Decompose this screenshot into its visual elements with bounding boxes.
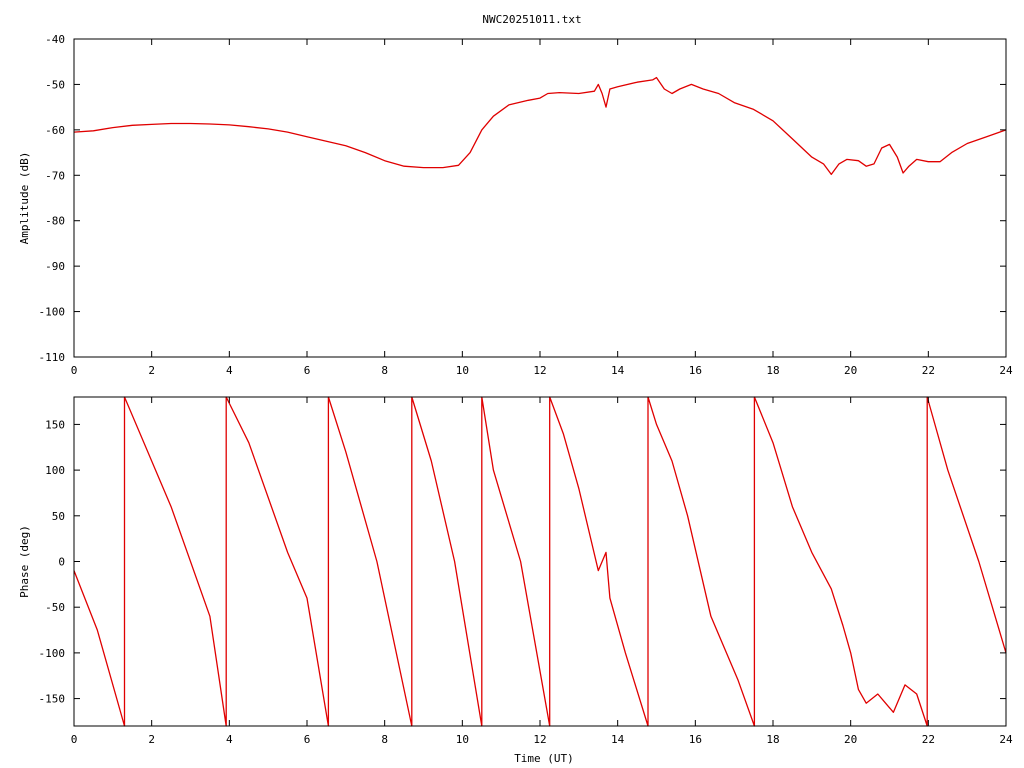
phase-y-tick-label: -150 (39, 693, 66, 706)
amplitude-y-tick-label: -80 (45, 215, 65, 228)
amplitude-x-tick-label: 24 (999, 364, 1013, 377)
amplitude-y-tick-label: -90 (45, 260, 65, 273)
amplitude-y-axis-title: Amplitude (dB) (18, 152, 31, 245)
phase-y-tick-label: 0 (58, 556, 65, 569)
phase-x-tick-label: 6 (304, 733, 311, 746)
amplitude-x-tick-label: 18 (766, 364, 779, 377)
chart-title: NWC20251011.txt (482, 13, 581, 26)
phase-y-tick-label: 150 (45, 418, 65, 431)
amplitude-y-tick-label: -60 (45, 124, 65, 137)
phase-x-tick-label: 0 (71, 733, 78, 746)
amplitude-x-tick-label: 0 (71, 364, 78, 377)
phase-y-tick-label: 100 (45, 464, 65, 477)
phase-x-tick-label: 24 (999, 733, 1013, 746)
phase-x-tick-label: 4 (226, 733, 233, 746)
phase-x-tick-label: 22 (922, 733, 935, 746)
amplitude-y-tick-label: -110 (39, 351, 66, 364)
amplitude-x-tick-label: 12 (533, 364, 546, 377)
amplitude-y-tick-label: -70 (45, 169, 65, 182)
amplitude-x-tick-label: 4 (226, 364, 233, 377)
phase-x-tick-label: 10 (456, 733, 469, 746)
amplitude-panel: 0 2 4 6 8 10 12 14 16 18 20 22 24-110-100-90-80-70-6… (18, 33, 1013, 377)
phase-x-tick-label: 2 (148, 733, 155, 746)
phase-x-tick-label: 12 (533, 733, 546, 746)
phase-series-line-0 (73, 396, 1007, 727)
phase-y-axis-title: Phase (deg) (18, 525, 31, 598)
phase-x-axis-title: Time (UT) (514, 752, 574, 765)
phase-y-tick-label: -100 (39, 647, 66, 660)
amplitude-y-tick-label: -100 (39, 306, 66, 319)
phase-x-tick-label: 20 (844, 733, 857, 746)
amplitude-x-tick-label: 16 (689, 364, 702, 377)
phase-x-tick-label: 14 (611, 733, 625, 746)
amplitude-x-tick-label: 8 (381, 364, 388, 377)
amplitude-x-tick-label: 6 (304, 364, 311, 377)
amplitude-x-tick-label: 2 (148, 364, 155, 377)
amplitude-x-tick-label: 10 (456, 364, 469, 377)
amplitude-x-tick-label: 20 (844, 364, 857, 377)
phase-x-tick-label: 18 (766, 733, 779, 746)
phase-panel: 0 2 4 6 8 10 12 14 16 18 20 22 24-150-100-5005010015… (18, 396, 1013, 765)
phase-x-tick-label: 8 (381, 733, 388, 746)
amplitude-x-tick-label: 14 (611, 364, 625, 377)
amplitude-x-tick-label: 22 (922, 364, 935, 377)
phase-y-tick-label: 50 (52, 510, 65, 523)
phase-y-tick-label: -50 (45, 601, 65, 614)
amplitude-y-tick-label: -40 (45, 33, 65, 46)
amplitude-y-tick-label: -50 (45, 78, 65, 91)
phase-x-tick-label: 16 (689, 733, 702, 746)
amplitude-series-line-0 (73, 76, 1007, 176)
